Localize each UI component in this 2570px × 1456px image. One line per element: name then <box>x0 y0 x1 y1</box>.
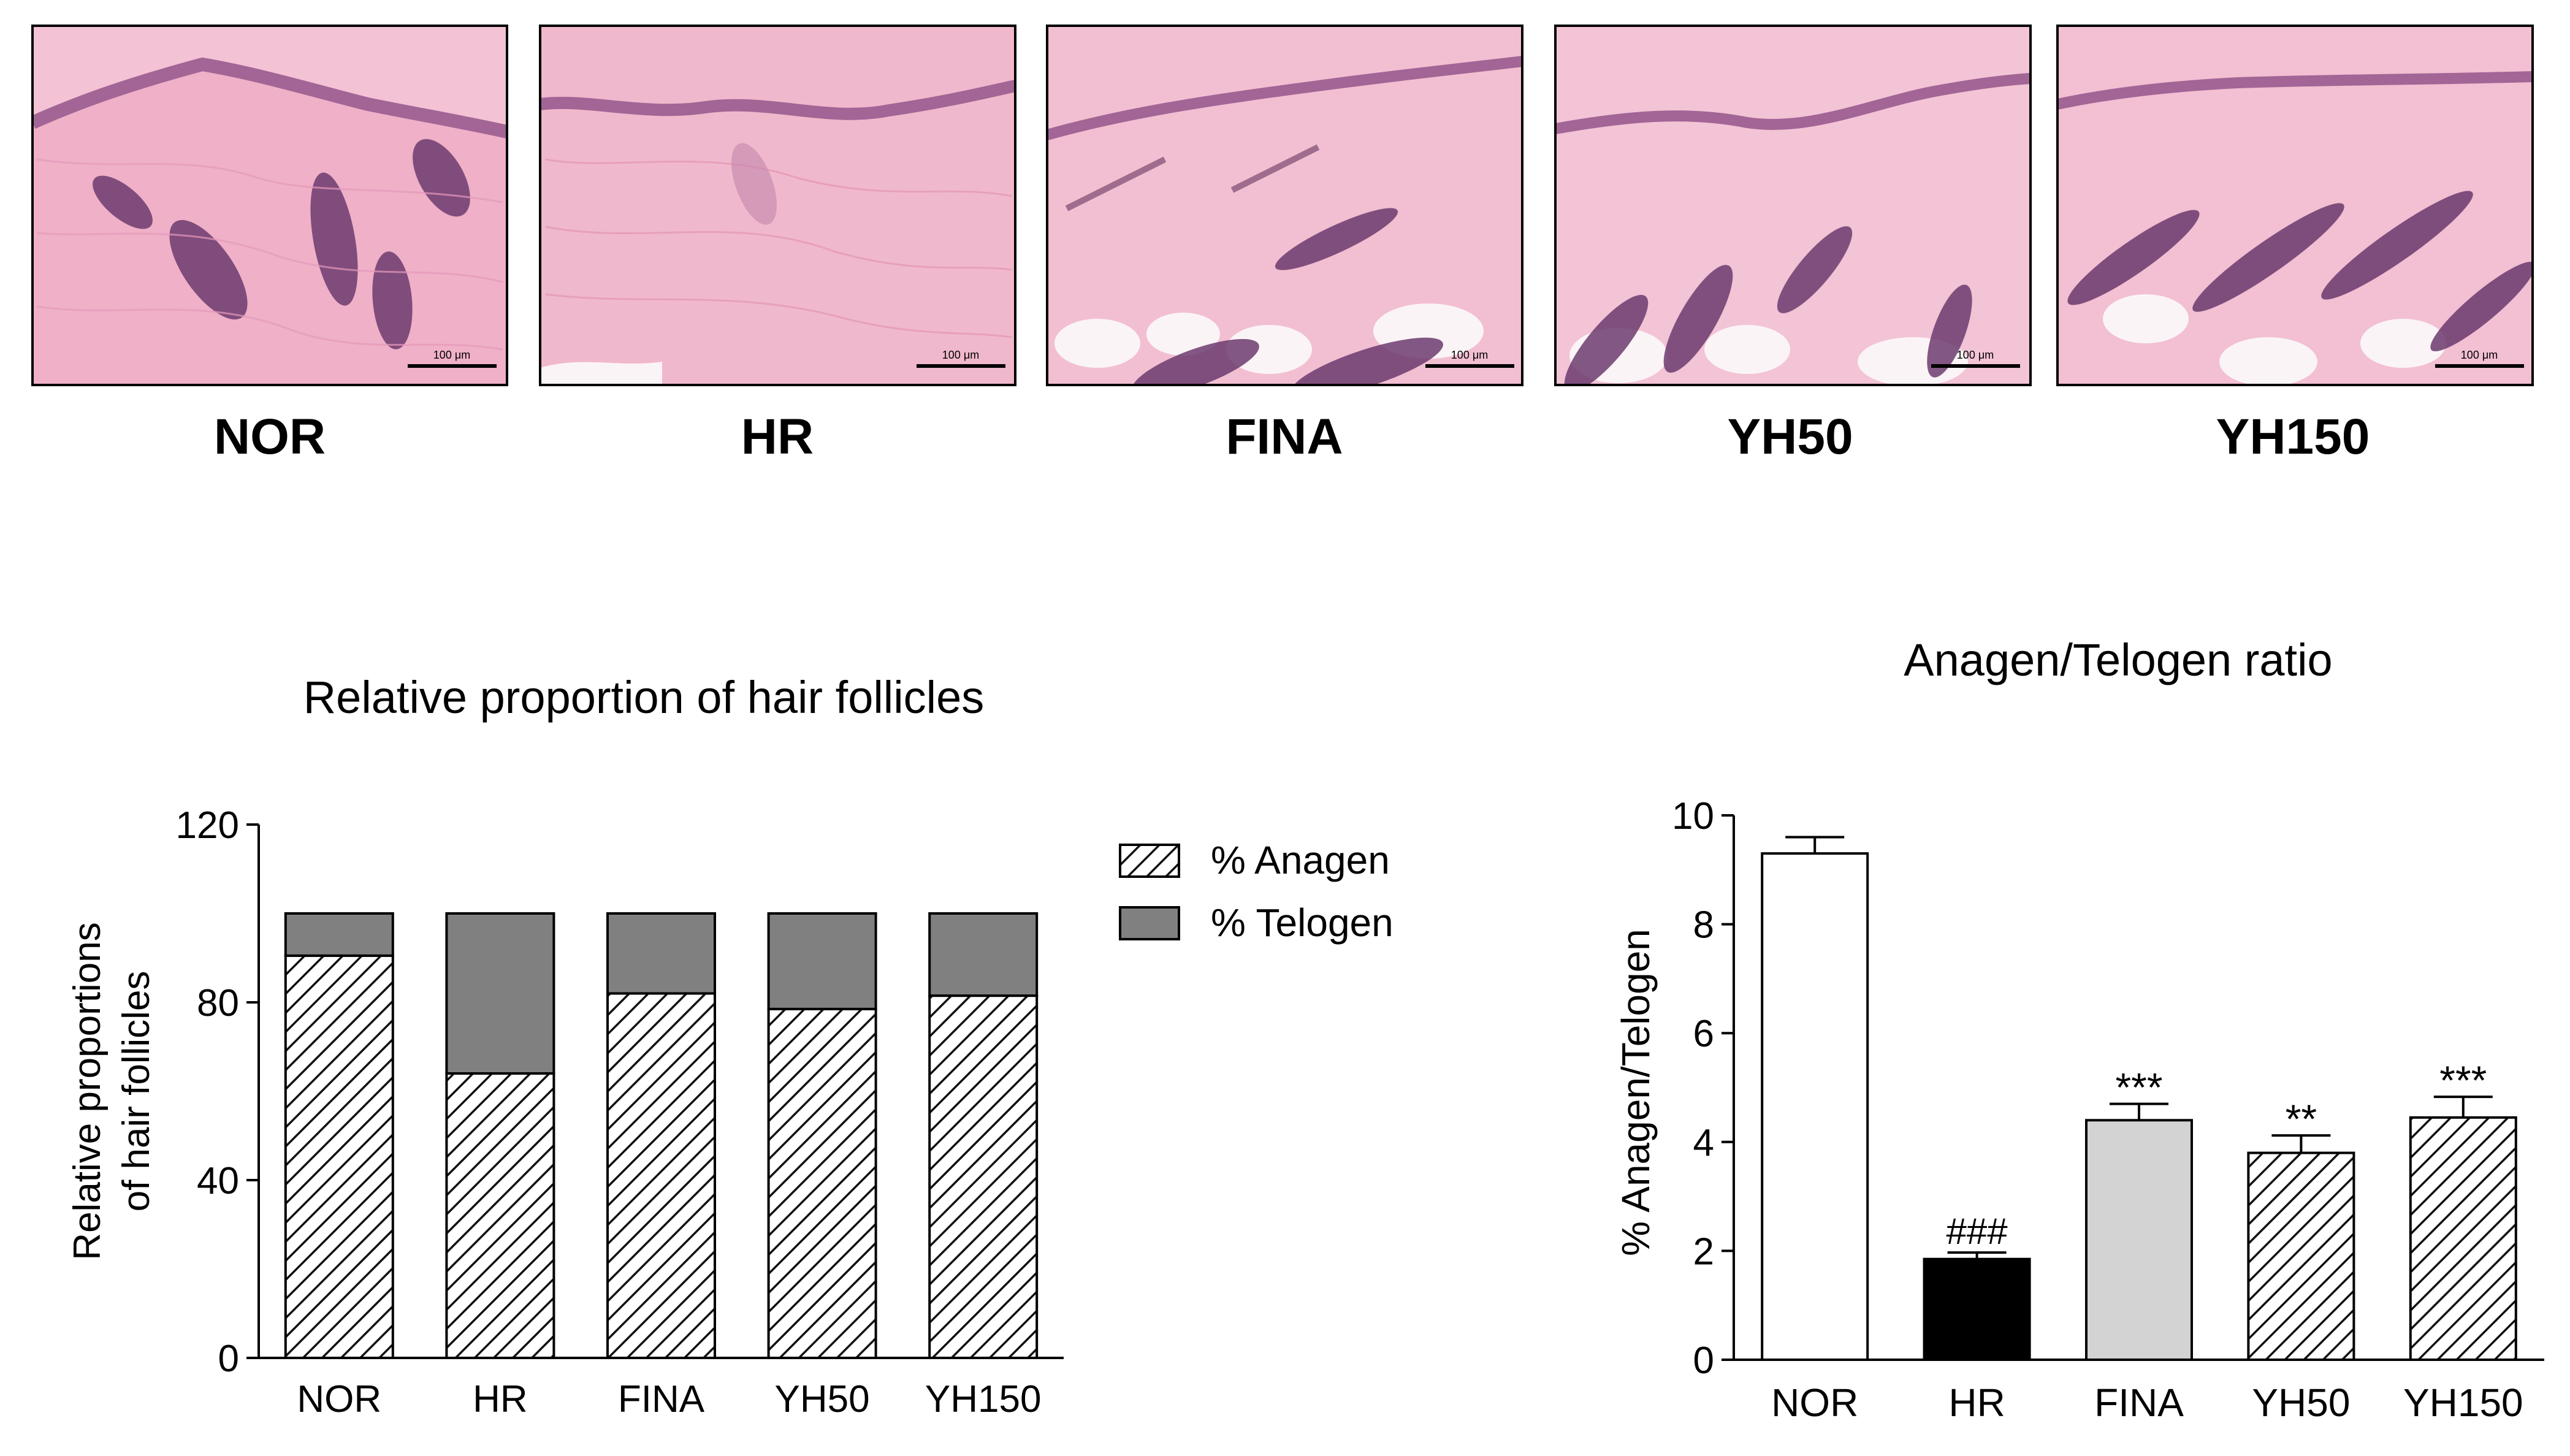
legend: % Anagen % Telogen <box>1119 838 1394 945</box>
significance-label: ### <box>1947 1211 2008 1252</box>
y-tick-label: 2 <box>1693 1230 1714 1273</box>
x-tick-label: HR <box>473 1378 528 1420</box>
x-tick-label: FINA <box>618 1378 705 1420</box>
ratio-bar-hr <box>1923 1257 2031 1361</box>
axes: 0 2 4 6 8 10 NOR HR FINA YH50 YH150 <box>1672 795 2544 1425</box>
ratio-bar-chart: Anagen/Telogen ratio % Anagen/Telogen 0 2… <box>1614 635 2544 1425</box>
significance-label: *** <box>2115 1065 2162 1110</box>
telogen-bar-yh50 <box>767 912 877 1010</box>
ratio-bar-yh150 <box>2409 1116 2517 1361</box>
chart-title: Relative proportion of hair follicles <box>303 672 985 723</box>
y-tick-label: 4 <box>1693 1122 1714 1164</box>
scale-bar-label: 100 μm <box>433 349 470 361</box>
scale-bar-label: 100 μm <box>1957 349 1994 361</box>
y-tick-label: 0 <box>1693 1340 1714 1382</box>
panel-label-fina: FINA <box>1226 409 1343 465</box>
legend-swatch <box>1119 844 1180 878</box>
ratio-bar-yh50 <box>2247 1151 2355 1362</box>
telogen-bar-fina <box>606 912 716 995</box>
ratio-bar-fina <box>2085 1119 2193 1362</box>
scale-bar-label: 100 μm <box>1451 349 1488 361</box>
y-tick-label: 40 <box>197 1160 239 1202</box>
x-tick-label: YH50 <box>775 1378 870 1420</box>
y-axis-label: % Anagen/Telogen <box>1614 929 1658 1256</box>
x-tick-label: YH150 <box>925 1378 1042 1420</box>
histology-panel-nor: 100 μm NOR <box>31 25 508 465</box>
y-axis-label-line-1: Relative proportions <box>66 922 109 1260</box>
histology-row: 100 μm NOR 100 μm HR <box>31 25 2534 465</box>
chart-title: Anagen/Telogen ratio <box>1904 635 2332 685</box>
significance-label: ** <box>2286 1096 2317 1142</box>
ratio-bar-nor <box>1761 852 1869 1362</box>
legend-label: % Telogen <box>1211 901 1394 945</box>
panel-label-hr: HR <box>741 409 814 465</box>
scale-bar-label: 100 μm <box>942 349 979 361</box>
bars <box>284 912 1039 1359</box>
x-tick-label: NOR <box>1771 1381 1858 1425</box>
anagen-bar-yh150 <box>928 994 1039 1359</box>
y-tick-label: 0 <box>218 1338 239 1380</box>
anagen-bar-hr <box>445 1072 555 1359</box>
x-tick-label: FINA <box>2094 1381 2184 1425</box>
y-axis-label-line-2: of hair follicles <box>115 971 158 1212</box>
anagen-bar-nor <box>284 954 394 1359</box>
y-tick-label: 10 <box>1672 795 1714 837</box>
histology-panel-yh50: 100 μm YH50 <box>1554 25 2032 465</box>
telogen-bar-yh150 <box>928 912 1039 997</box>
panel-label-yh150: YH150 <box>2216 409 2370 465</box>
anagen-bar-fina <box>606 992 716 1359</box>
y-tick-label: 6 <box>1693 1013 1714 1055</box>
panel-label-yh50: YH50 <box>1727 409 1853 465</box>
x-tick-label: HR <box>1948 1381 2005 1425</box>
histology-panel-hr: 100 μm HR <box>539 25 1016 465</box>
bars: ###******** <box>1761 836 2517 1362</box>
x-tick-label: NOR <box>297 1378 381 1420</box>
y-tick-label: 120 <box>176 804 239 847</box>
stacked-bar-chart: Relative proportion of hair follicles Re… <box>66 672 1394 1420</box>
panel-label-nor: NOR <box>214 409 326 465</box>
significance-label: *** <box>2439 1058 2487 1103</box>
scale-bar-label: 100 μm <box>2461 349 2498 361</box>
histology-panel-fina: 100 μm FINA <box>1046 25 1523 465</box>
y-tick-label: 8 <box>1693 904 1714 947</box>
legend-swatch <box>1119 906 1180 940</box>
y-axis-label: Relative proportions of hair follicles <box>66 922 158 1260</box>
histology-panel-yh150: 100 μm YH150 <box>2056 25 2534 465</box>
axes: 0 40 80 120 NOR HR FINA YH50 YH150 <box>176 804 1064 1420</box>
telogen-bar-nor <box>284 912 394 957</box>
legend-label: % Anagen <box>1211 838 1390 882</box>
x-tick-label: YH150 <box>2403 1381 2523 1425</box>
y-tick-label: 80 <box>197 982 239 1024</box>
anagen-bar-yh50 <box>767 1007 877 1359</box>
telogen-bar-hr <box>445 912 555 1075</box>
x-tick-label: YH50 <box>2252 1381 2350 1425</box>
